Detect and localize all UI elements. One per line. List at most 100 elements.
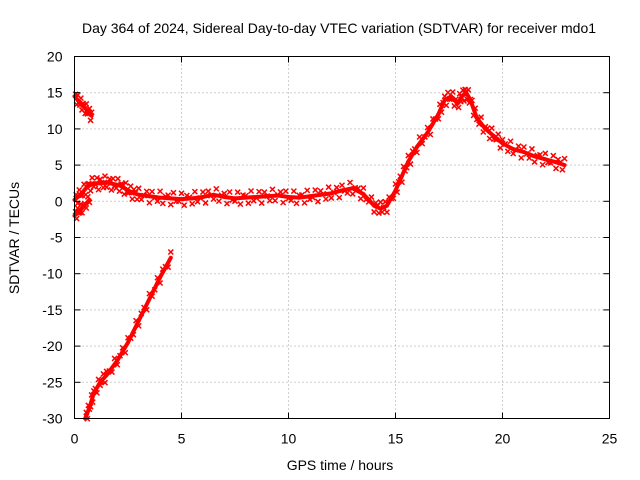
data-point [436, 101, 443, 108]
data-point [78, 209, 86, 216]
data-point [328, 194, 335, 201]
data-point [344, 189, 351, 196]
data-point [444, 89, 451, 96]
data-point [495, 131, 502, 138]
data-point [202, 199, 209, 206]
data-point [258, 200, 265, 207]
data-point [121, 191, 128, 198]
data-point [322, 195, 329, 203]
data-point [394, 189, 401, 196]
data-point [223, 200, 231, 207]
data-point [413, 149, 420, 156]
data-point [101, 173, 109, 180]
data-point [167, 248, 174, 256]
series-segment [393, 173, 404, 193]
y-tick-label: -20 [42, 338, 62, 354]
data-point [126, 189, 133, 196]
data-point [124, 189, 131, 196]
data-point [301, 199, 308, 206]
data-point [298, 191, 305, 198]
data-point [151, 194, 158, 201]
data-point [336, 194, 343, 201]
y-tick-label: -15 [42, 302, 62, 318]
data-point [130, 331, 137, 338]
data-point [205, 188, 212, 195]
data-point [118, 181, 125, 188]
data-point [154, 198, 161, 205]
data-point [288, 197, 295, 204]
data-point [146, 199, 153, 206]
x-axis-label: GPS time / hours [287, 457, 394, 473]
data-point [333, 184, 340, 191]
data-point [304, 187, 311, 194]
y-tick-label: 5 [55, 157, 63, 173]
data-point [317, 187, 324, 194]
data-point [416, 133, 423, 141]
x-tick-label: 25 [602, 431, 618, 447]
data-point [95, 186, 102, 193]
data-point [507, 138, 514, 145]
data-point [189, 200, 196, 207]
data-point [536, 151, 543, 158]
data-point [221, 190, 228, 197]
data-point [129, 195, 136, 203]
data-point [119, 344, 126, 351]
data-point [419, 140, 426, 147]
data-point [119, 181, 126, 188]
data-point [116, 188, 123, 195]
data-point [114, 175, 121, 182]
y-tick-label: 10 [47, 121, 63, 137]
data-point [86, 199, 93, 206]
data-point [280, 199, 287, 206]
data-point [338, 182, 346, 189]
data-point [266, 197, 273, 204]
data-point [97, 176, 104, 183]
data-point [108, 369, 115, 376]
y-tick-label: 15 [47, 85, 63, 101]
data-point [149, 188, 156, 195]
data-point [89, 399, 96, 406]
data-point [449, 88, 456, 96]
data-point [526, 154, 533, 162]
data-point [320, 190, 327, 197]
x-tick-label: 15 [388, 431, 404, 447]
data-point [398, 179, 405, 186]
data-point [559, 166, 566, 173]
data-point [106, 367, 113, 375]
data-point [312, 187, 319, 194]
data-point [528, 145, 535, 152]
data-point [383, 209, 390, 216]
data-point [159, 200, 166, 207]
data-point [355, 185, 362, 192]
data-point [88, 109, 95, 116]
data-point [162, 263, 169, 270]
data-point [349, 190, 356, 197]
data-point [191, 188, 198, 195]
data-point [93, 174, 101, 181]
data-point [400, 163, 407, 170]
data-point [239, 191, 247, 199]
data-point [290, 188, 297, 195]
data-point [143, 306, 150, 313]
x-tick-label: 5 [178, 431, 186, 447]
data-point [346, 179, 354, 186]
y-tick-label: -25 [42, 374, 62, 390]
data-point [402, 167, 409, 175]
data-point [256, 188, 263, 195]
data-point [92, 385, 99, 392]
data-point [116, 352, 124, 359]
data-point [87, 403, 94, 410]
data-point [109, 175, 117, 182]
data-point [165, 192, 172, 199]
data-point [95, 376, 102, 383]
data-point [550, 152, 557, 159]
data-point [72, 208, 79, 215]
data-point [497, 144, 504, 151]
data-point [539, 161, 546, 168]
data-point [76, 186, 83, 193]
data-point [499, 136, 506, 143]
data-point [114, 361, 121, 368]
data-point [438, 109, 445, 116]
data-point [314, 198, 321, 205]
data-point [520, 144, 527, 151]
